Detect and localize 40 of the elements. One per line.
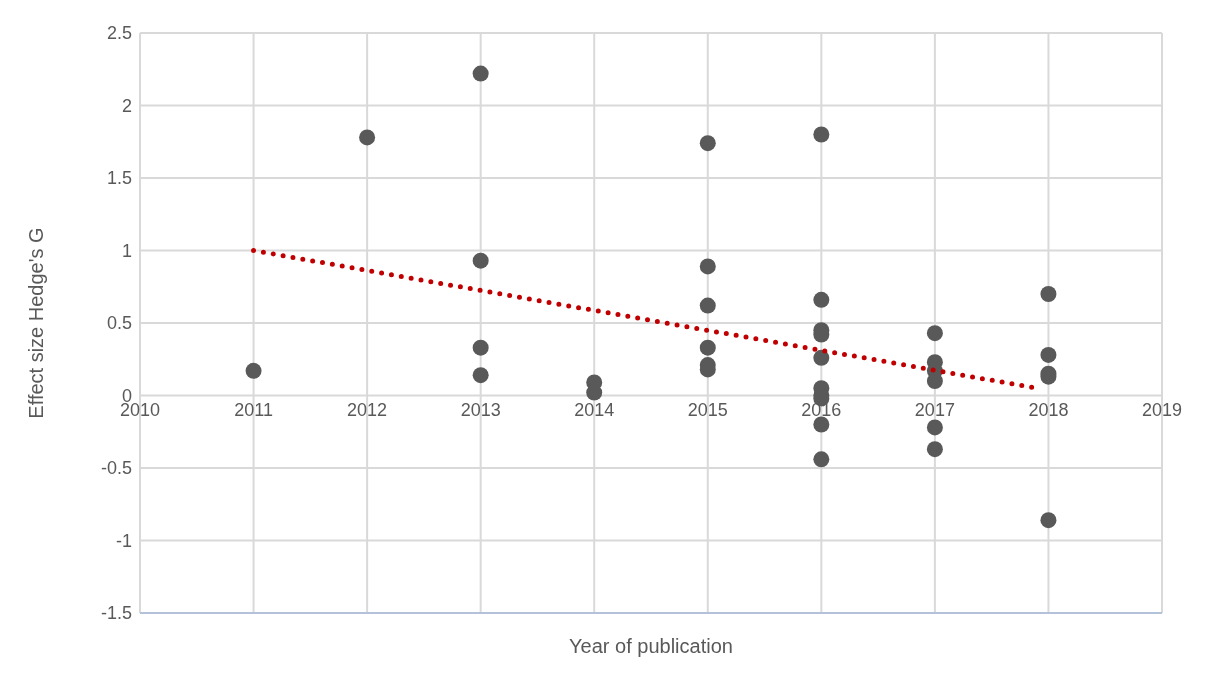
point — [359, 129, 376, 146]
y-tick-label: 1 — [121, 240, 132, 261]
x-tick-label: 2017 — [914, 399, 955, 420]
point — [699, 297, 716, 314]
point — [926, 373, 943, 389]
y-tick-label: -0.5 — [100, 458, 132, 479]
point — [1040, 512, 1057, 529]
point — [813, 451, 830, 468]
point — [1040, 346, 1057, 363]
point — [926, 325, 943, 342]
x-tick-label: 2015 — [687, 399, 728, 420]
point — [813, 291, 830, 308]
point — [472, 367, 489, 384]
point — [813, 126, 830, 143]
y-tick-label: 2.5 — [106, 23, 132, 44]
point — [926, 419, 943, 436]
point — [1040, 286, 1057, 302]
y-axis-title: Effect size Hedge's G — [25, 227, 48, 419]
point — [245, 362, 262, 379]
point — [472, 65, 489, 82]
x-tick-label: 2013 — [460, 399, 501, 420]
point — [926, 441, 943, 458]
point — [813, 416, 830, 433]
y-tick-label: -1 — [115, 530, 132, 551]
y-tick-label: 1.5 — [106, 168, 132, 189]
y-tick-label: 2 — [121, 95, 132, 116]
x-tick-label: 2014 — [574, 399, 615, 420]
x-tick-label: 2019 — [1141, 399, 1183, 420]
point — [472, 339, 489, 356]
point — [472, 252, 489, 269]
point — [699, 339, 716, 356]
point — [699, 135, 716, 152]
x-axis-title: Year of publication — [569, 635, 733, 657]
point — [813, 349, 830, 366]
y-tick-label: 0.5 — [106, 313, 132, 334]
point — [699, 258, 716, 275]
x-tick-label: 2012 — [347, 399, 388, 420]
x-tick-label: 2018 — [1028, 399, 1069, 420]
x-tick-label: 2011 — [234, 399, 273, 420]
y-tick-label: -1.5 — [100, 603, 132, 624]
